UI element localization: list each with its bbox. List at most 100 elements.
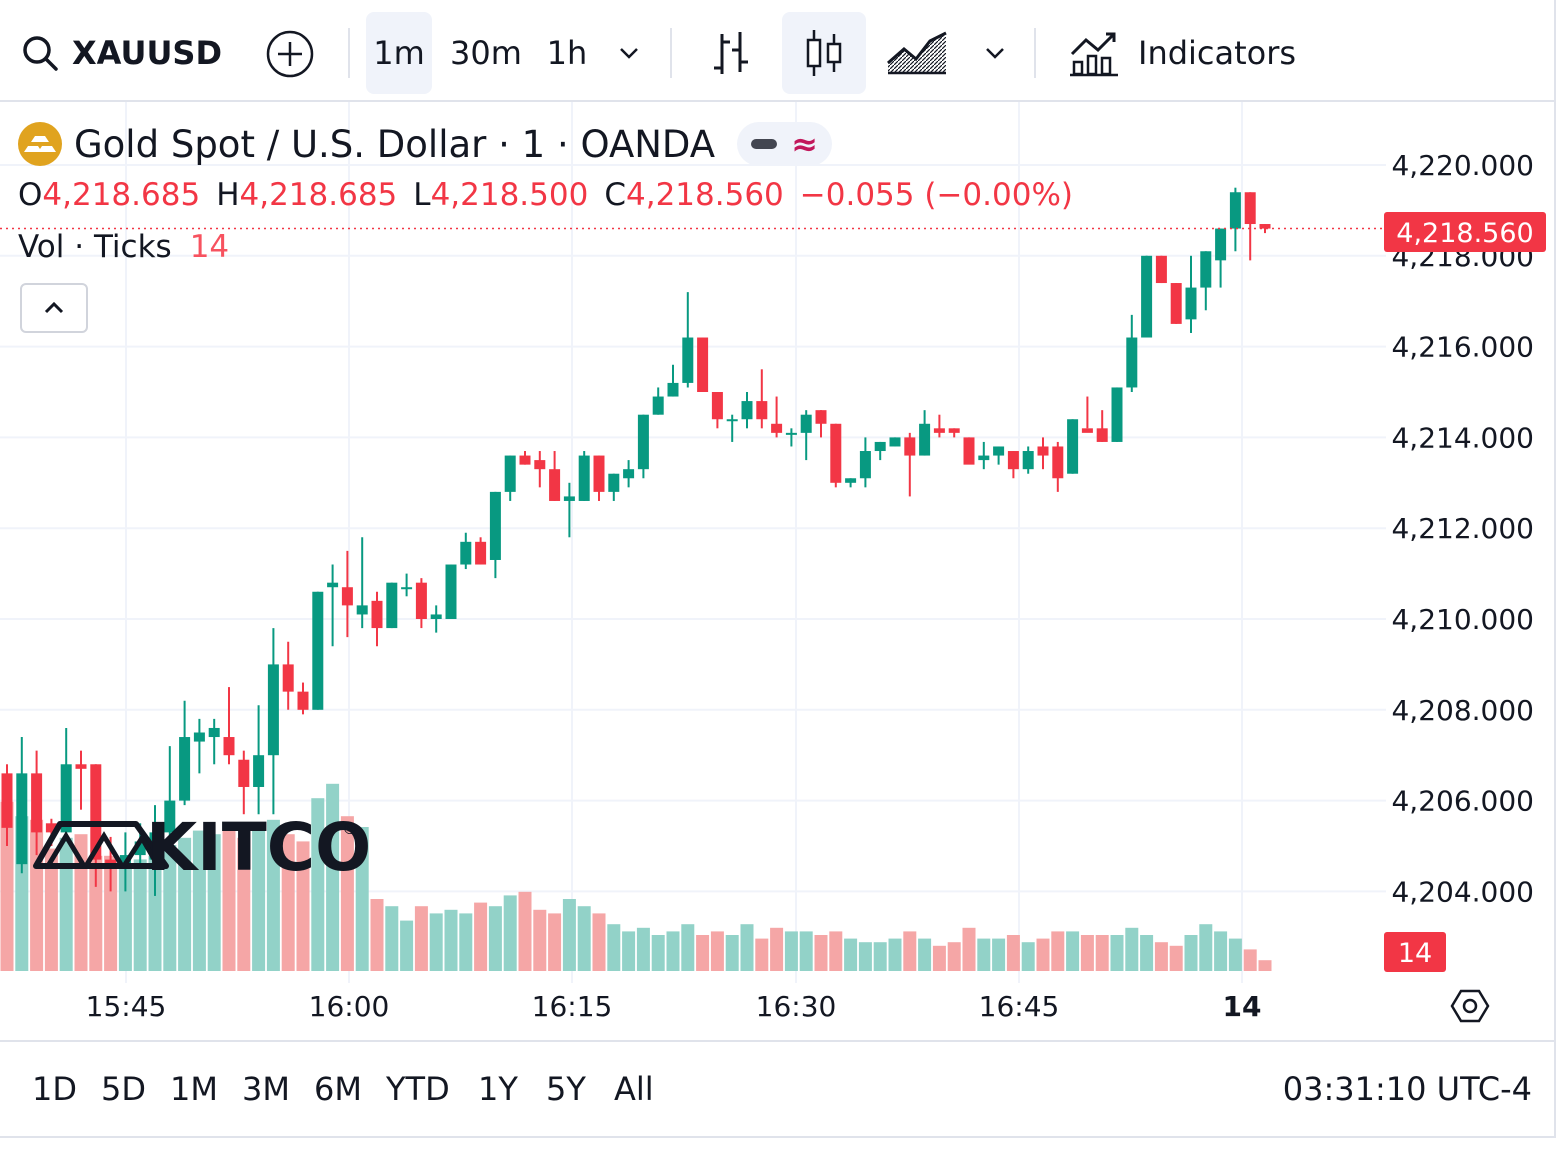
volume-value: 14 bbox=[189, 229, 230, 265]
volume-bar bbox=[518, 891, 532, 971]
range-5d-button[interactable]: 5D bbox=[101, 1070, 146, 1108]
candle-body bbox=[1141, 255, 1153, 338]
candle bbox=[75, 750, 87, 810]
volume-bar bbox=[222, 830, 236, 971]
candle-body bbox=[800, 414, 812, 433]
candle-body bbox=[874, 441, 886, 452]
volume-bar bbox=[770, 927, 784, 971]
candle bbox=[460, 532, 472, 570]
price-tick-label: 4,212.000 bbox=[1391, 512, 1534, 545]
volume-bar bbox=[296, 841, 310, 971]
range-1m-button[interactable]: 1M bbox=[170, 1070, 218, 1108]
candle-body bbox=[1200, 251, 1212, 288]
candle bbox=[623, 460, 635, 488]
candle bbox=[238, 750, 250, 815]
candle-body bbox=[45, 823, 57, 833]
bars-icon bbox=[714, 32, 748, 74]
candle bbox=[164, 746, 176, 856]
candle-body bbox=[90, 764, 102, 860]
volume-bar bbox=[503, 895, 517, 971]
range-1y-button[interactable]: 1Y bbox=[478, 1070, 518, 1108]
candle-body bbox=[963, 437, 975, 465]
interval-1m-button[interactable]: 1m bbox=[366, 12, 432, 94]
range-ytd-button[interactable]: YTD bbox=[386, 1070, 450, 1108]
price-tick-label: 4,214.000 bbox=[1391, 421, 1534, 454]
candle-body bbox=[697, 337, 709, 392]
candle bbox=[978, 441, 990, 470]
interval-dropdown-button[interactable] bbox=[606, 30, 652, 76]
candle-body bbox=[1037, 446, 1049, 456]
candle-body bbox=[1052, 446, 1064, 479]
volume-bar bbox=[444, 909, 458, 971]
range-5y-button[interactable]: 5Y bbox=[546, 1070, 586, 1108]
candle bbox=[726, 414, 738, 442]
candle-body bbox=[904, 437, 916, 456]
candle bbox=[223, 687, 235, 765]
candle bbox=[1, 764, 13, 846]
candle bbox=[948, 428, 960, 438]
chevron-down-icon bbox=[986, 48, 1004, 59]
legend-wave-symbol[interactable]: ≈ bbox=[791, 125, 818, 163]
indicators-button[interactable]: Indicators bbox=[1068, 22, 1304, 84]
range-6m-button[interactable]: 6M bbox=[314, 1070, 362, 1108]
candle-body bbox=[519, 455, 531, 465]
time-tick-label: 16:45 bbox=[979, 990, 1060, 1023]
candle-body bbox=[208, 727, 220, 738]
candle bbox=[889, 437, 901, 447]
candle-body bbox=[1096, 428, 1108, 442]
candle bbox=[711, 392, 723, 429]
candle bbox=[652, 387, 664, 415]
candle-body bbox=[460, 541, 472, 565]
volume-bar bbox=[429, 913, 443, 971]
candle-body bbox=[386, 582, 398, 629]
volume-bar bbox=[903, 931, 917, 971]
volume-label: Vol · Ticks bbox=[18, 229, 172, 265]
candle-body bbox=[1067, 419, 1079, 474]
volume-bar bbox=[607, 924, 621, 971]
volume-bar bbox=[784, 931, 798, 971]
chart-style-dropdown-button[interactable] bbox=[972, 30, 1018, 76]
legend-pill[interactable]: ≈ bbox=[737, 122, 832, 166]
interval-1h-button[interactable]: 1h bbox=[546, 34, 588, 72]
volume-bar bbox=[89, 855, 103, 971]
candle-body bbox=[978, 455, 990, 461]
last-volume-label: 14 bbox=[1384, 932, 1446, 972]
volume-bar bbox=[311, 798, 325, 971]
price-tick-label: 4,204.000 bbox=[1391, 875, 1534, 908]
candle-body bbox=[815, 410, 827, 424]
kitco-wordmark: KITCO bbox=[146, 809, 371, 886]
candle-body bbox=[1229, 192, 1241, 229]
collapse-legend-button[interactable] bbox=[20, 283, 88, 333]
settings-icon[interactable] bbox=[1450, 989, 1490, 1023]
collapse-dash-icon[interactable] bbox=[751, 139, 778, 149]
volume-bar bbox=[0, 801, 14, 971]
chart-legend-title[interactable]: Gold Spot / U.S. Dollar · 1 · OANDA ≈ bbox=[18, 118, 832, 170]
candle-body bbox=[1081, 428, 1093, 433]
candle-body bbox=[889, 437, 901, 447]
compare-symbol-button[interactable] bbox=[262, 28, 318, 80]
candle-style-button[interactable] bbox=[782, 12, 866, 94]
volume-bar bbox=[104, 855, 118, 971]
timezone-clock[interactable]: 03:31:10 UTC-4 bbox=[1282, 1070, 1532, 1108]
range-all-button[interactable]: All bbox=[614, 1070, 654, 1108]
volume-bar bbox=[163, 845, 177, 971]
price-chart[interactable]: KITCO ® 4,220.0004,218.0004,216.0004,214… bbox=[0, 0, 1558, 1040]
interval-30m-button[interactable]: 30m bbox=[450, 34, 522, 72]
volume-bar bbox=[414, 906, 428, 971]
volume-bar bbox=[888, 938, 902, 971]
candle bbox=[386, 582, 398, 629]
volume-bar bbox=[192, 830, 206, 971]
range-1d-button[interactable]: 1D bbox=[32, 1070, 77, 1108]
volume-bar bbox=[592, 913, 606, 971]
range-3m-button[interactable]: 3M bbox=[242, 1070, 290, 1108]
candle-body bbox=[430, 614, 442, 619]
candle bbox=[371, 591, 383, 647]
area-style-button[interactable] bbox=[884, 22, 950, 84]
symbol-search[interactable]: XAUUSD bbox=[20, 30, 222, 76]
candle-body bbox=[415, 582, 427, 619]
bar-style-button[interactable] bbox=[702, 22, 758, 84]
candle bbox=[297, 682, 309, 715]
volume-bar bbox=[133, 859, 147, 971]
candle-body bbox=[238, 759, 250, 787]
candle-body bbox=[193, 732, 205, 742]
